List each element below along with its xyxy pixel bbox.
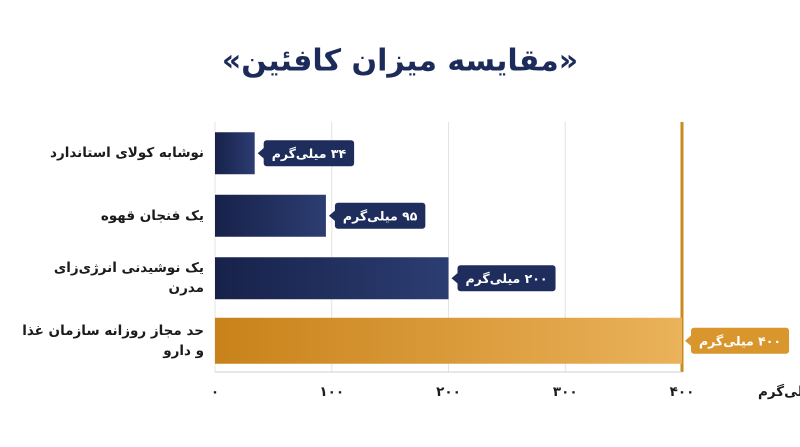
value-label-box [691, 327, 790, 354]
value-label-box [334, 202, 426, 229]
value-label-pointer [451, 272, 459, 285]
x-tick-label: ۰ [211, 384, 219, 400]
x-axis-label: میلی‌گرم [758, 383, 800, 400]
value-label: ۲۰۰ میلی‌گرم [466, 271, 548, 287]
value-label-pointer [685, 334, 692, 347]
bar [215, 194, 326, 237]
x-tick-label: ۳۰۰ [553, 384, 578, 400]
category-label: حد مجاز روزانه سازمان غذا و دارو [22, 322, 204, 359]
value-label: ۹۵ میلی‌گرم [343, 208, 418, 224]
value-label-box [263, 140, 355, 167]
value-label-pointer [328, 209, 336, 222]
value-label-pointer [257, 147, 265, 160]
category-label: نوشابه کولای استاندارد [50, 145, 204, 162]
bar [215, 257, 449, 300]
value-label: ۴۰۰ میلی‌گرم [699, 333, 781, 349]
value-label: ۳۴ میلی‌گرم [272, 146, 347, 162]
bar [215, 317, 682, 364]
x-tick-label: ۱۰۰ [319, 384, 344, 400]
value-label-box [457, 265, 556, 292]
x-tick-label: ۲۰۰ [436, 384, 461, 400]
category-label: یک نوشیدنی انرژی‌زای مدرن [53, 260, 204, 297]
category-label: یک فنجان قهوه [100, 207, 204, 224]
bar [215, 132, 255, 175]
chart-title: «مقایسه میزان کافئین» [222, 44, 578, 79]
x-tick-label: ۴۰۰ [670, 384, 695, 400]
